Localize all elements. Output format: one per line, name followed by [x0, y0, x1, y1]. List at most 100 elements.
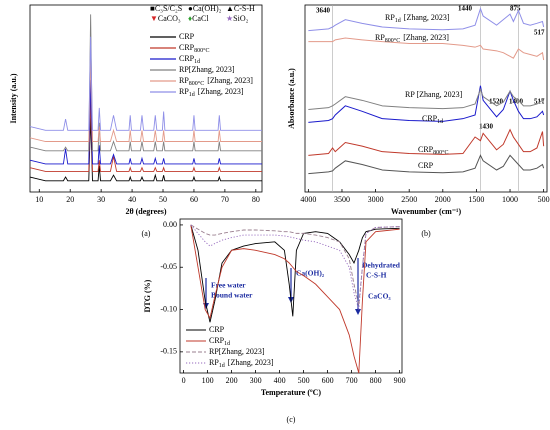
series-label: CRP: [418, 161, 434, 170]
x-tick-label: 2000: [435, 195, 451, 204]
annotation: 517: [534, 29, 545, 37]
x-tick-label: 500: [298, 376, 310, 385]
series-label: RP1d [Zhang, 2023]: [385, 13, 450, 25]
phase-legend: ■C₃S/C₂S: [150, 4, 182, 13]
x-tick-label: 3000: [368, 195, 384, 204]
x-tick-label: 500: [538, 195, 550, 204]
annotation: 3640: [316, 7, 331, 15]
phase-legend: ▲C-S-H: [226, 4, 255, 13]
series-line: [29, 79, 262, 165]
x-tick-label: 60: [190, 195, 198, 204]
series-name: CRP: [418, 145, 434, 154]
series-label: RP[Zhang, 2023]: [179, 65, 235, 74]
series-label: CRP: [209, 325, 225, 334]
x-tick-label: 50: [159, 195, 167, 204]
series-name-suffix: [Zhang, 2023]: [403, 33, 449, 42]
x-axis-label: Wavenumber (cm⁻¹): [391, 207, 462, 216]
annotation: Free water: [211, 281, 246, 290]
y-axis-label: DTG (%): [143, 279, 152, 312]
series-line: [308, 7, 545, 32]
annotation: 1430: [479, 123, 494, 131]
series-name-sub: 1d: [224, 341, 230, 347]
panel-label: (a): [142, 229, 151, 238]
phase-symbol: ▼: [150, 14, 158, 23]
y-axis-label: Intensity (a.u.): [9, 73, 18, 123]
annotation: Bound water: [211, 291, 253, 300]
series-line: [308, 37, 545, 61]
series-label: RP800°C [Zhang, 2023]: [179, 76, 253, 88]
phase-legend: ▼CaCO₃: [150, 14, 181, 23]
series-label: CRP1d: [179, 54, 200, 66]
x-tick-label: 300: [250, 376, 262, 385]
x-tick-label: 900: [394, 376, 406, 385]
series-name-sub: 1d: [194, 59, 200, 65]
series-line: [308, 154, 545, 175]
annotation: 517: [534, 98, 545, 106]
series-label: CRP1d: [209, 336, 230, 348]
phase-label: C-S-H: [234, 4, 255, 13]
series-label: CRP: [179, 32, 195, 41]
series-name: RP: [375, 33, 385, 42]
series-name: RP [Zhang, 2023]: [405, 90, 463, 99]
x-tick-label: 100: [202, 376, 214, 385]
y-tick-label: -0.15: [160, 347, 177, 356]
series-name: CRP: [209, 336, 225, 345]
series-name-sub: 800°C: [385, 37, 400, 44]
x-tick-label: 600: [322, 376, 334, 385]
y-axis-label: Absorbance (a.u.): [287, 68, 296, 129]
series-name: RP: [385, 13, 395, 22]
x-axis-label: 2θ (degrees): [125, 207, 166, 216]
x-tick-label: 200: [226, 376, 238, 385]
series-label: CRP800°C: [418, 145, 449, 157]
x-tick-label: 10: [35, 195, 43, 204]
phase-symbol: ♦: [188, 14, 192, 23]
series-name: CRP: [422, 114, 438, 123]
plot-frame: [29, 4, 263, 193]
phase-symbol: ★: [226, 14, 233, 23]
phase-legend: ♦CaCl: [188, 14, 209, 23]
series-name: CRP: [209, 325, 225, 334]
series-label: RP [Zhang, 2023]: [405, 90, 463, 99]
phase-label: CaCl: [192, 14, 209, 23]
annotation: 1440: [458, 5, 473, 13]
annotation: Ca(OH)₂: [296, 269, 325, 278]
series-name-suffix: [Zhang, 2023]: [198, 87, 244, 96]
series-label: CRP1d: [422, 114, 443, 126]
phase-symbol: ■: [150, 4, 155, 13]
y-tick-label: -0.10: [160, 304, 177, 313]
series-name-sub: 1d: [219, 363, 225, 369]
x-tick-label: 2500: [401, 195, 417, 204]
series-line: [29, 100, 262, 172]
series-line: [190, 224, 400, 374]
phase-label: CaCO₃: [158, 14, 181, 23]
x-axis-label: Temperature (ºC): [261, 388, 322, 397]
series-line: [29, 36, 262, 131]
series-name: RP[Zhang, 2023]: [209, 347, 265, 356]
series-name-sub: 800°C: [433, 149, 448, 156]
annotation: C-S-H: [366, 271, 387, 280]
series-name: CRP: [418, 161, 434, 170]
series-line: [190, 224, 400, 323]
series-name: RP: [179, 76, 189, 85]
series-name-suffix: [Zhang, 2023]: [228, 358, 274, 367]
phase-legend: ●Ca(OH)₂: [188, 4, 222, 13]
plot-frame: [179, 218, 403, 374]
series-name-sub: 1d: [189, 92, 195, 98]
y-tick-label: 0.00: [163, 220, 177, 229]
series-label: RP1d [Zhang, 2023]: [179, 87, 244, 99]
series-label: CRP800°C: [179, 43, 210, 55]
annotation: CaCO₃: [368, 292, 391, 301]
panel-label: (c): [287, 415, 296, 424]
series-line: [308, 128, 545, 156]
x-tick-label: 1500: [468, 195, 484, 204]
series-name-sub: 1d: [437, 119, 443, 125]
x-tick-label: 0: [182, 376, 186, 385]
series-name-sub: 800°C: [194, 47, 209, 54]
x-tick-label: 20: [66, 195, 74, 204]
x-tick-label: 70: [221, 195, 229, 204]
series-label: RP800°C [Zhang, 2023]: [375, 33, 449, 45]
x-tick-label: 80: [252, 195, 260, 204]
panel-label: (b): [421, 229, 431, 238]
series-name-sub: 1d: [395, 18, 401, 24]
